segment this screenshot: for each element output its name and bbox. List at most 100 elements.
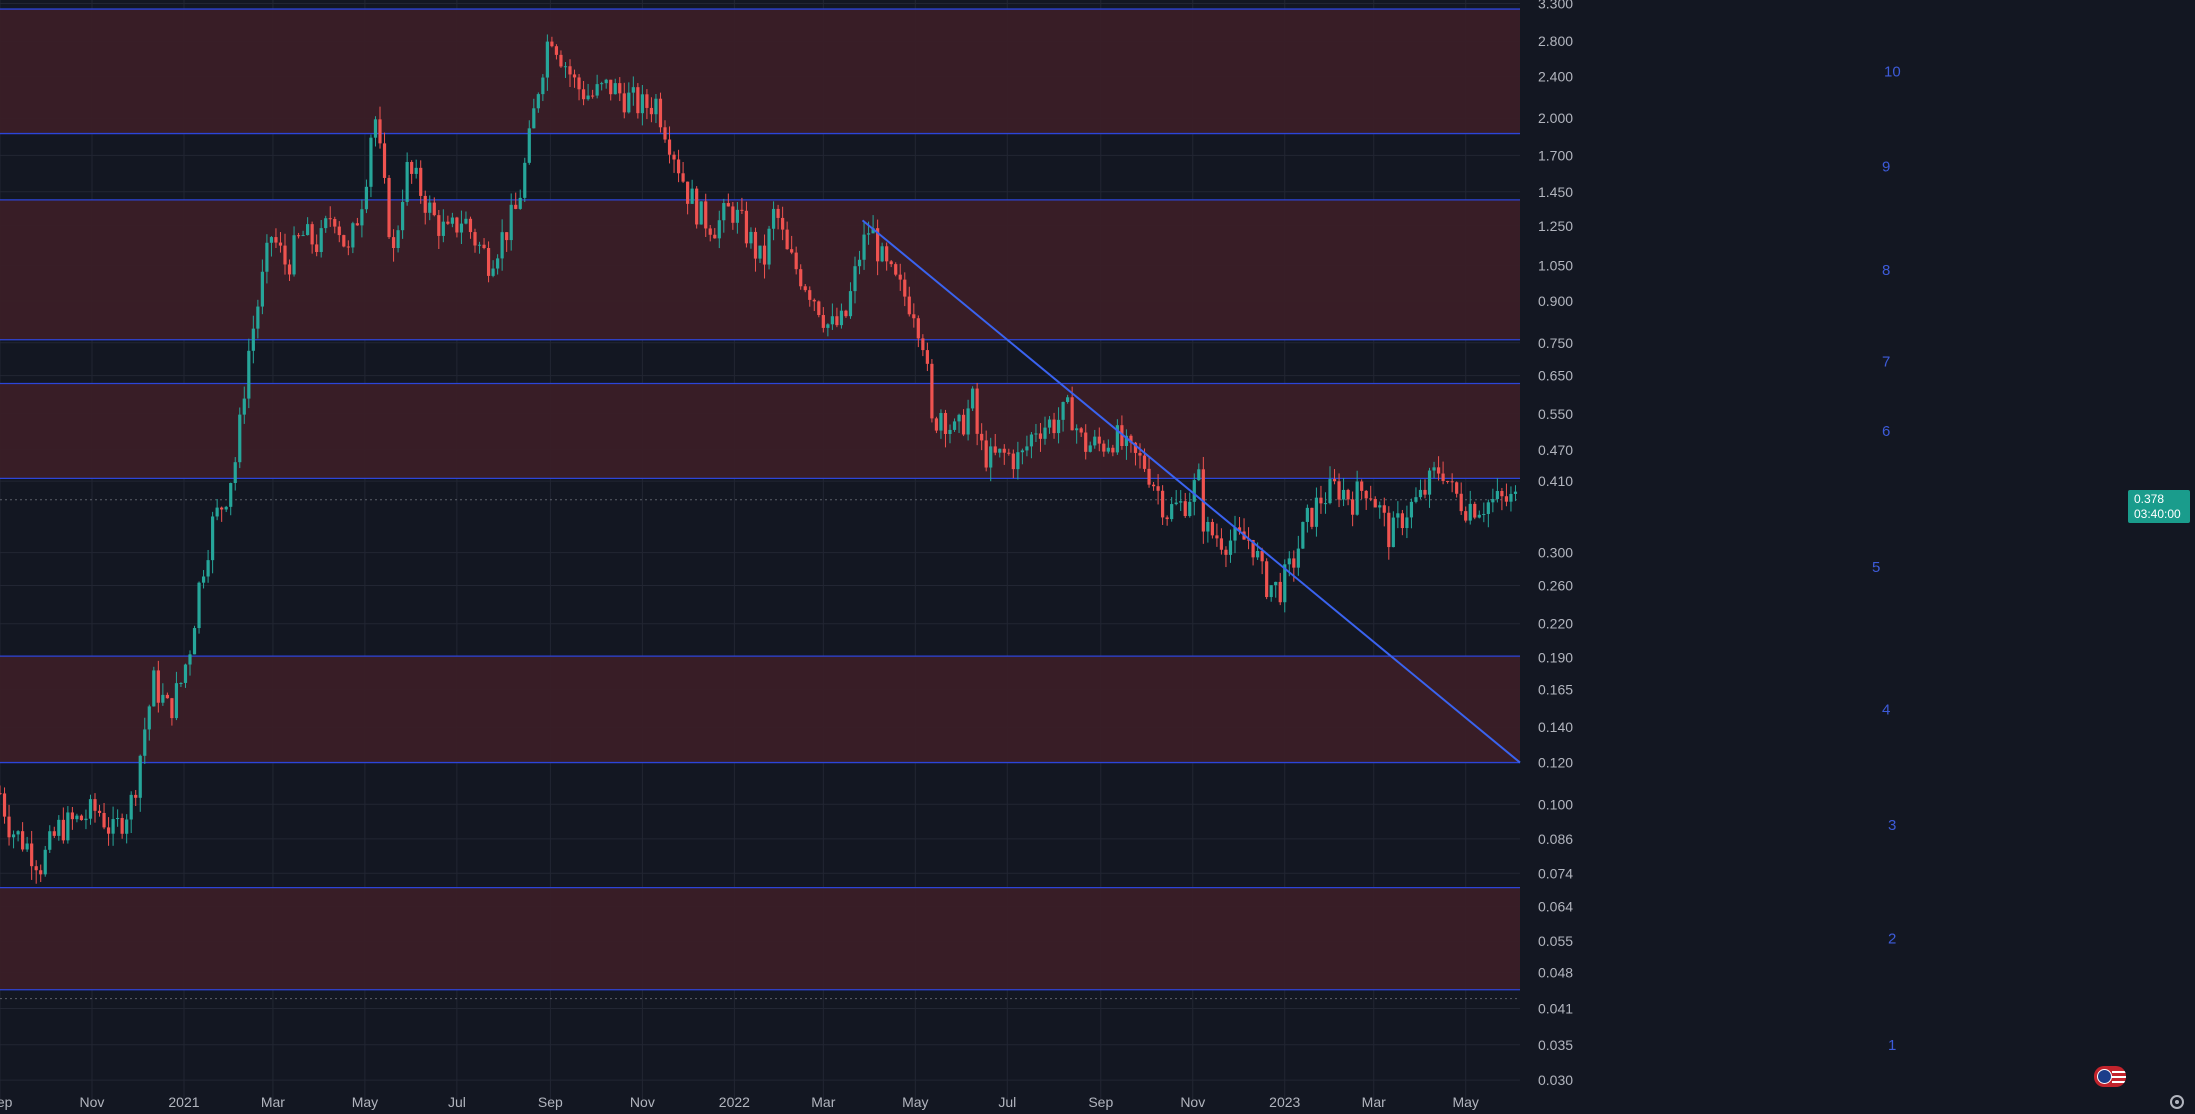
candle-body bbox=[916, 318, 920, 339]
candle-body bbox=[1441, 473, 1445, 481]
candle-body bbox=[799, 269, 803, 287]
candle-body bbox=[52, 831, 56, 836]
candle-body bbox=[1265, 561, 1269, 598]
candle-body bbox=[1468, 503, 1472, 521]
candle-body bbox=[885, 246, 889, 262]
candle-body bbox=[265, 242, 269, 272]
price-axis[interactable]: 3.300 2.800 2.400 2.000 1.700 1.450 1.250 1.050… bbox=[1538, 0, 1573, 1088]
candle-body bbox=[1210, 521, 1214, 536]
candle-body bbox=[1400, 513, 1404, 529]
candle-body bbox=[1124, 435, 1129, 446]
price-tick-label: 0.650 bbox=[1538, 368, 1573, 384]
candle-body bbox=[7, 816, 11, 838]
time-axis[interactable]: Sep Nov 2021 Mar May Jul Sep Nov 2022 Mar May Jul Se… bbox=[0, 1094, 1479, 1110]
candle-body bbox=[803, 286, 807, 291]
candle-body bbox=[722, 203, 726, 221]
candle-body bbox=[188, 654, 192, 665]
zone-label: 10 bbox=[1884, 63, 1901, 80]
candle-body bbox=[713, 234, 717, 239]
candle-body bbox=[1165, 517, 1169, 520]
candles bbox=[0, 34, 1518, 884]
candle-body bbox=[1038, 433, 1043, 439]
candle-body bbox=[152, 670, 156, 707]
time-tick-label: Sep bbox=[538, 1094, 563, 1110]
time-tick-label: Nov bbox=[630, 1094, 655, 1110]
candle-body bbox=[636, 87, 640, 114]
candle-body bbox=[681, 173, 685, 182]
candle-body bbox=[346, 246, 350, 248]
candle-body bbox=[315, 244, 319, 253]
candle-body bbox=[645, 94, 649, 108]
candle-body bbox=[1016, 452, 1020, 470]
candle-body bbox=[129, 794, 133, 820]
candle-body bbox=[672, 154, 676, 160]
candle-body bbox=[197, 582, 201, 629]
time-tick-label: Mar bbox=[261, 1094, 285, 1110]
candle-body bbox=[2, 793, 7, 817]
candle-body bbox=[111, 819, 115, 834]
candle-body bbox=[939, 413, 943, 431]
trendline-group[interactable] bbox=[861, 219, 1521, 764]
candle-body bbox=[75, 815, 79, 820]
candle-body bbox=[817, 301, 821, 316]
candle-body bbox=[1233, 527, 1237, 541]
time-tick-label: Mar bbox=[1362, 1094, 1386, 1110]
candle-body bbox=[192, 628, 197, 655]
candle-body bbox=[34, 866, 38, 871]
candle-body bbox=[853, 266, 857, 292]
candle-body bbox=[527, 128, 531, 163]
candle-body bbox=[785, 229, 789, 250]
candle-body bbox=[174, 683, 179, 719]
candle-body bbox=[229, 483, 233, 507]
candle-body bbox=[1287, 558, 1291, 565]
candle-body bbox=[378, 119, 382, 144]
candle-body bbox=[1251, 539, 1255, 558]
candle-body bbox=[134, 794, 138, 798]
price-tick-label: 2.400 bbox=[1538, 68, 1573, 84]
candle-body bbox=[1256, 550, 1260, 558]
candle-body bbox=[880, 246, 884, 262]
candle-body bbox=[595, 84, 599, 96]
candle-body bbox=[613, 83, 617, 95]
candle-body bbox=[1084, 432, 1088, 452]
candle-body bbox=[717, 220, 721, 239]
candle-body bbox=[826, 324, 830, 328]
candle-body bbox=[505, 232, 509, 241]
candle-body bbox=[1088, 445, 1092, 452]
candle-body bbox=[1061, 402, 1065, 420]
candle-body bbox=[437, 215, 441, 236]
price-tick-label: 0.041 bbox=[1538, 1001, 1573, 1017]
candle-body bbox=[360, 209, 364, 226]
candle-body bbox=[1274, 581, 1278, 586]
settings-icon[interactable] bbox=[2170, 1095, 2184, 1109]
candle-body bbox=[1283, 564, 1287, 603]
candle-body bbox=[364, 186, 369, 210]
candle-body bbox=[1409, 501, 1414, 518]
candle-body bbox=[1115, 425, 1119, 453]
zone-labels: 1 2 3 4 5 6 7 8 9 10 bbox=[1872, 63, 1901, 1054]
candle-body bbox=[66, 812, 70, 841]
time-tick-label: 2022 bbox=[719, 1094, 750, 1110]
us-flag-icon[interactable] bbox=[2094, 1066, 2126, 1087]
candle-body bbox=[79, 815, 84, 821]
candle-body bbox=[1034, 433, 1038, 435]
candle-body bbox=[812, 299, 816, 302]
trendline[interactable] bbox=[861, 219, 1521, 764]
candle-body bbox=[369, 137, 373, 187]
candle-body bbox=[432, 202, 436, 216]
candle-body bbox=[396, 230, 400, 249]
zone-band bbox=[0, 199, 1520, 340]
candle-body bbox=[1464, 511, 1468, 521]
candle-body bbox=[419, 167, 423, 196]
candle-body bbox=[1432, 467, 1436, 471]
candle-body bbox=[1450, 481, 1454, 483]
zone-band bbox=[0, 9, 1520, 134]
candle-body bbox=[296, 235, 301, 237]
zone-label: 5 bbox=[1872, 559, 1880, 576]
candle-body bbox=[477, 244, 482, 246]
candle-body bbox=[1043, 427, 1047, 439]
price-tick-label: 0.055 bbox=[1538, 933, 1573, 949]
candle-body bbox=[1323, 503, 1328, 505]
